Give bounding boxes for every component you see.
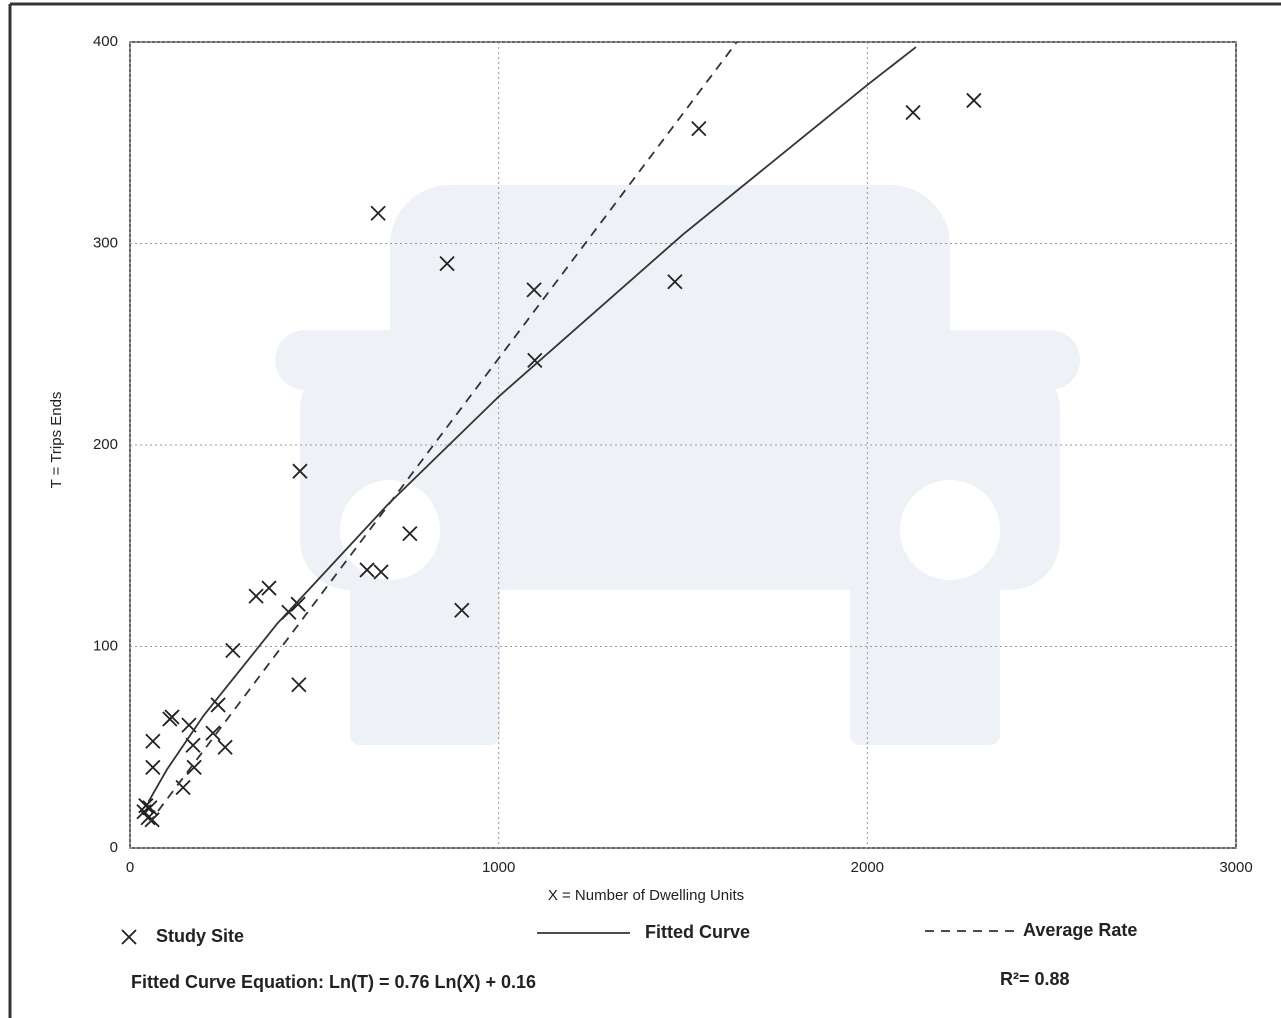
average-rate-line [147,41,738,825]
study-site-point [138,798,154,814]
study-site-point [225,642,241,659]
study-site-point [186,759,202,776]
x-tick-label: 1000 [482,859,515,876]
study-site-point [527,352,543,369]
study-site-point [145,733,161,749]
y-tick-label: 200 [93,436,118,453]
car-watermark [275,185,1080,745]
r-squared: R²= 0.88 [1000,969,1070,989]
y-tick-label: 400 [93,33,118,50]
legend-label: Average Rate [1023,920,1137,940]
study-site-point [667,274,683,290]
y-axis-title: T = Trips Ends [48,392,65,489]
study-site-point [966,92,982,109]
x-tick-label: 0 [126,859,134,876]
study-site-point [291,677,307,693]
study-site-point [526,282,542,298]
grid [129,41,1237,849]
study-site-point [142,800,158,816]
study-site-point [402,526,418,542]
study-site-point [454,602,470,618]
study-site-point [210,697,226,713]
y-tick-label: 0 [110,839,118,856]
x-tick-label: 2000 [851,859,884,876]
x-tick-label: 3000 [1219,859,1252,876]
x-axis-title: X = Number of Dwelling Units [548,887,744,904]
study-site-point [248,588,264,604]
legend-marker [121,929,137,945]
y-tick-label: 300 [93,234,118,251]
y-tick-label: 100 [93,637,118,654]
study-site-point [290,596,306,612]
fitted-curve [147,46,917,803]
study-site-point [185,737,201,753]
study-site-point [145,759,161,776]
legend-label: Fitted Curve [645,922,750,942]
study-site-point [164,709,180,725]
study-site-point [261,580,277,596]
study-site-point [439,256,455,272]
study-site-point [205,725,221,741]
legend-label: Study Site [156,926,244,946]
study-site-point [292,463,308,479]
study-site-point [370,205,386,221]
study-site-point [691,121,707,137]
study-site-point [373,564,389,580]
equation: Fitted Curve Equation: Ln(T) = 0.76 Ln(X… [131,972,536,992]
study-site-point [217,739,233,755]
study-site-point [359,562,375,578]
study-site-point [905,104,921,121]
